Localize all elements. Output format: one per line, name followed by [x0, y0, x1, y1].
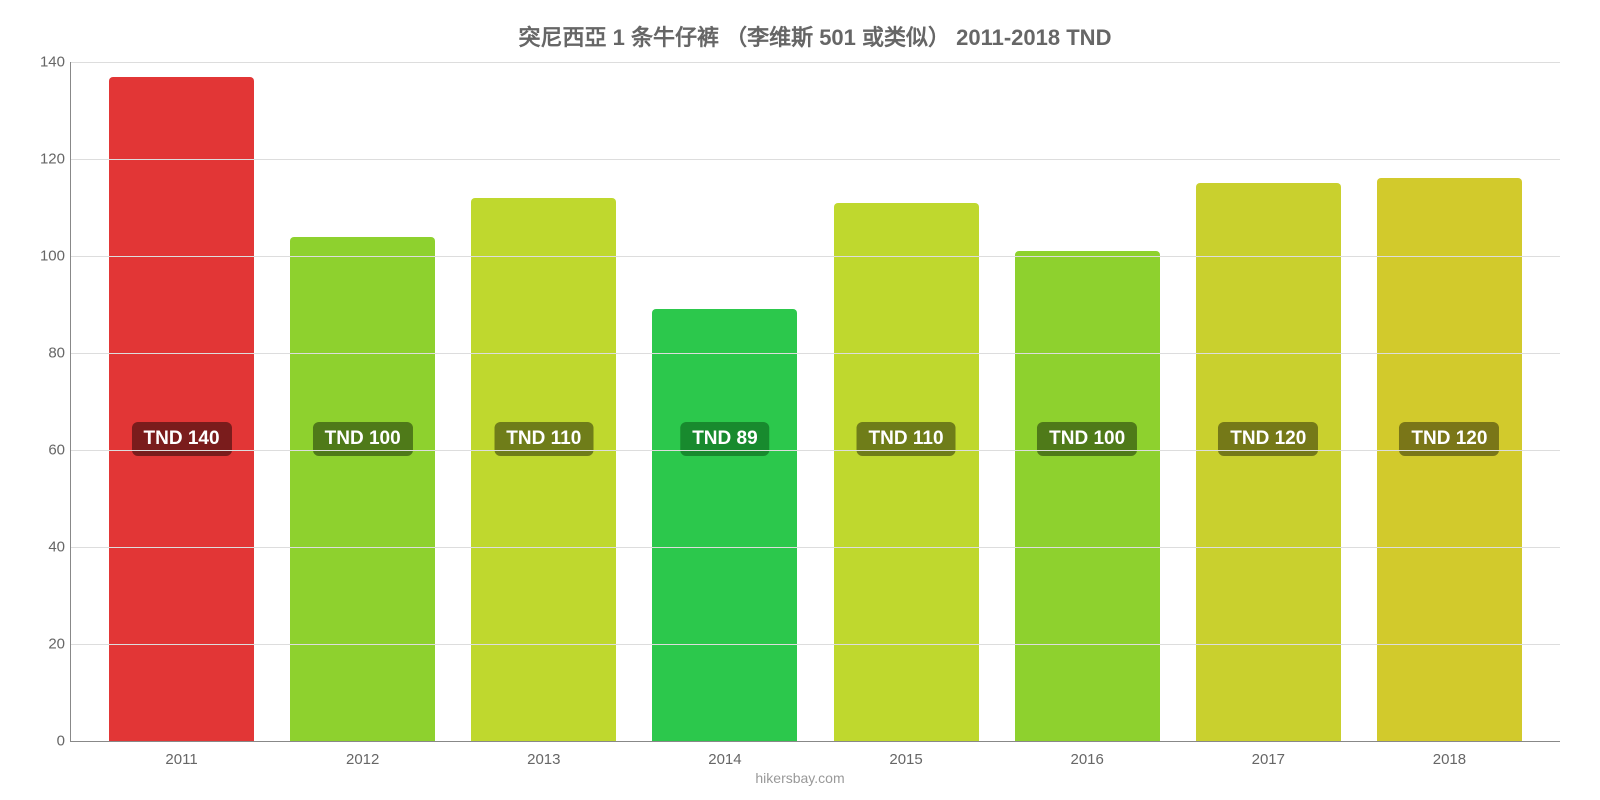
bar-value-label: TND 110	[494, 422, 593, 456]
grid-line	[71, 256, 1560, 257]
bar-slot: TND 892014	[634, 62, 815, 741]
bar-value-label: TND 100	[313, 422, 413, 456]
chart-title: 突尼西亞 1 条牛仔裤 （李维斯 501 或类似） 2011-2018 TND	[70, 20, 1560, 52]
grid-line	[71, 547, 1560, 548]
grid-line	[71, 644, 1560, 645]
x-tick-label: 2016	[1071, 751, 1104, 768]
x-tick-label: 2017	[1252, 751, 1285, 768]
grid-line	[71, 62, 1560, 63]
grid-line	[71, 353, 1560, 354]
y-tick-label: 60	[31, 442, 65, 459]
bars-group: TND 1402011TND 1002012TND 1102013TND 892…	[71, 62, 1560, 741]
bar-value-label: TND 89	[680, 422, 769, 456]
bar-slot: TND 1102015	[816, 62, 997, 741]
bar-slot: TND 1002016	[997, 62, 1178, 741]
y-tick-label: 20	[31, 636, 65, 653]
bar-slot: TND 1202018	[1359, 62, 1540, 741]
bar: TND 110	[834, 203, 979, 741]
bar-value-label: TND 110	[857, 422, 956, 456]
y-tick-label: 40	[31, 539, 65, 556]
plot-area: TND 1402011TND 1002012TND 1102013TND 892…	[70, 62, 1560, 742]
y-tick-label: 100	[31, 248, 65, 265]
x-tick-label: 2011	[165, 751, 197, 768]
bar-slot: TND 1202017	[1178, 62, 1359, 741]
x-tick-label: 2015	[889, 751, 922, 768]
bar-slot: TND 1002012	[272, 62, 453, 741]
grid-line	[71, 159, 1560, 160]
grid-line	[71, 450, 1560, 451]
bar: TND 120	[1377, 178, 1522, 741]
bar: TND 100	[290, 237, 435, 741]
bar-value-label: TND 100	[1037, 422, 1137, 456]
bar-value-label: TND 120	[1399, 422, 1499, 456]
bar: TND 110	[471, 198, 616, 741]
bar-value-label: TND 120	[1218, 422, 1318, 456]
y-tick-label: 120	[31, 151, 65, 168]
bar-slot: TND 1402011	[91, 62, 272, 741]
y-tick-label: 80	[31, 345, 65, 362]
bar-slot: TND 1102013	[453, 62, 634, 741]
bar: TND 100	[1015, 251, 1160, 741]
chart-container: 突尼西亞 1 条牛仔裤 （李维斯 501 或类似） 2011-2018 TND …	[0, 0, 1600, 800]
x-tick-label: 2014	[708, 751, 741, 768]
y-tick-label: 0	[31, 733, 65, 750]
y-tick-label: 140	[31, 54, 65, 71]
bar: TND 140	[109, 77, 254, 741]
bar: TND 120	[1196, 183, 1341, 741]
x-tick-label: 2018	[1433, 751, 1466, 768]
x-tick-label: 2012	[346, 751, 379, 768]
x-tick-label: 2013	[527, 751, 560, 768]
bar: TND 89	[652, 309, 797, 741]
credit-text: hikersbay.com	[0, 770, 1600, 786]
bar-value-label: TND 140	[132, 422, 232, 456]
